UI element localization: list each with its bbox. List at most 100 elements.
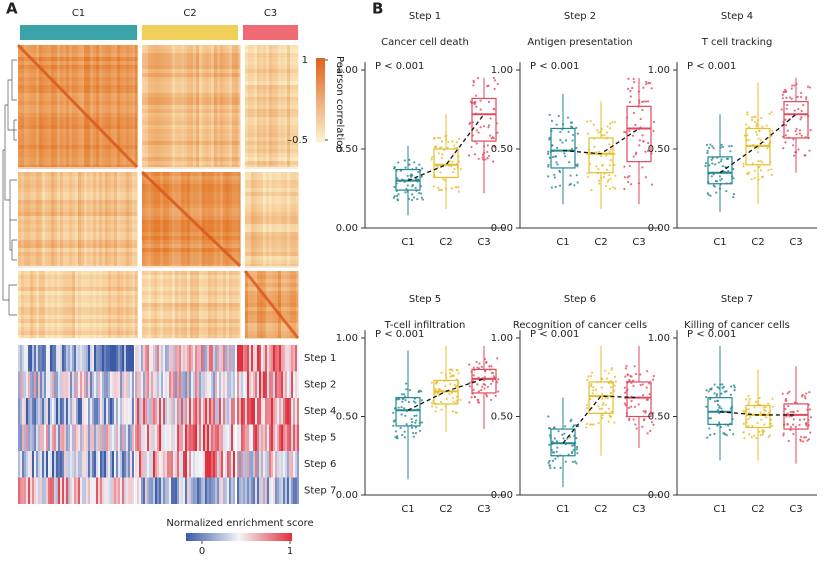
jitter-point bbox=[553, 426, 556, 429]
enrichment-stripe bbox=[128, 477, 130, 504]
enrichment-stripe bbox=[219, 477, 221, 504]
jitter-point bbox=[410, 193, 414, 196]
jitter-point bbox=[475, 142, 478, 145]
enrichment-stripe bbox=[185, 451, 187, 478]
heat-stripe bbox=[148, 172, 151, 266]
jitter-point bbox=[589, 384, 593, 387]
enrichment-stripe bbox=[46, 371, 48, 398]
heat-stripe bbox=[142, 57, 240, 61]
heat-stripe bbox=[18, 240, 137, 244]
box bbox=[745, 404, 771, 429]
heat-stripe bbox=[238, 271, 241, 338]
heat-stripe bbox=[229, 271, 232, 338]
jitter-point bbox=[571, 460, 574, 463]
jitter-point bbox=[714, 180, 718, 183]
enrichment-stripe bbox=[114, 424, 116, 451]
jitter-point bbox=[753, 176, 756, 180]
box bbox=[783, 403, 809, 430]
jitter-point bbox=[481, 385, 484, 388]
jitter-point bbox=[496, 82, 499, 85]
jitter-point bbox=[410, 417, 413, 421]
jitter-point bbox=[804, 436, 807, 439]
jitter-point bbox=[403, 436, 407, 439]
jitter-point bbox=[607, 420, 610, 423]
jitter-point bbox=[607, 178, 610, 182]
jitter-point bbox=[709, 433, 712, 436]
chart-title: Step 1 bbox=[409, 11, 441, 22]
enrichment-stripe bbox=[199, 398, 201, 425]
heat-stripe bbox=[39, 271, 42, 338]
heat-stripe bbox=[18, 157, 137, 161]
enrichment-stripe bbox=[24, 424, 26, 451]
enrichment-stripe bbox=[189, 451, 191, 478]
heat-stripe bbox=[196, 45, 199, 167]
jitter-point bbox=[567, 453, 570, 456]
jitter-point bbox=[551, 144, 554, 147]
heat-stripe bbox=[245, 224, 298, 228]
heat-stripe bbox=[169, 45, 172, 167]
enrichment-stripe bbox=[141, 477, 143, 504]
heat-stripe bbox=[175, 271, 178, 338]
enrichment-stripe bbox=[207, 398, 209, 425]
enrichment-stripe bbox=[62, 424, 64, 451]
enrichment-stripe bbox=[253, 451, 255, 478]
jitter-point bbox=[395, 436, 398, 439]
enrichment-stripe bbox=[293, 371, 295, 398]
enrichment-stripe bbox=[50, 424, 52, 451]
jitter-point bbox=[721, 145, 725, 149]
heat-stripe bbox=[18, 65, 137, 69]
jitter-point bbox=[709, 143, 712, 146]
enrichment-stripe bbox=[98, 477, 100, 504]
jitter-point bbox=[482, 158, 485, 161]
heat-stripe bbox=[245, 319, 298, 323]
enrichment-stripe bbox=[271, 424, 273, 451]
enrichment-stripe bbox=[185, 345, 187, 372]
jitter-point bbox=[732, 193, 736, 196]
jitter-point bbox=[588, 423, 592, 426]
enrichment-stripe bbox=[283, 477, 285, 504]
heat-stripe bbox=[99, 172, 102, 266]
jitter-point bbox=[574, 460, 577, 463]
jitter-point bbox=[743, 437, 746, 440]
jitter-point bbox=[792, 144, 795, 147]
enrichment-stripe bbox=[155, 345, 157, 372]
jitter-point bbox=[751, 116, 754, 119]
enrichment-stripe bbox=[175, 424, 177, 451]
chart-subtitle: T-cell infiltration bbox=[384, 320, 466, 331]
heat-stripe bbox=[202, 45, 205, 167]
jitter-point bbox=[558, 169, 561, 172]
jitter-point bbox=[400, 413, 403, 416]
jitter-point bbox=[757, 160, 760, 163]
heat-stripe bbox=[157, 271, 160, 338]
enrichment-stripe bbox=[239, 345, 241, 372]
heat-stripe bbox=[257, 172, 260, 266]
jitter-point bbox=[795, 83, 798, 86]
heat-stripe bbox=[142, 149, 240, 153]
enrichment-stripe bbox=[267, 424, 269, 451]
heat-stripe bbox=[75, 172, 78, 266]
y-tick-label: 0.50 bbox=[336, 144, 358, 155]
heat-stripe bbox=[257, 45, 260, 167]
enrichment-stripe bbox=[34, 371, 36, 398]
enrichment-stripe bbox=[112, 371, 114, 398]
enrichment-stripe bbox=[153, 371, 155, 398]
enrichment-stripe bbox=[108, 398, 110, 425]
jitter-point bbox=[707, 390, 710, 393]
heat-stripe bbox=[142, 45, 145, 167]
jitter-point bbox=[457, 185, 460, 189]
enrichment-stripe bbox=[30, 424, 32, 451]
enrichment-stripe bbox=[209, 451, 211, 478]
enrichment-stripe bbox=[122, 424, 124, 451]
enrichment-stripe bbox=[28, 477, 30, 504]
enrichment-stripe bbox=[20, 424, 22, 451]
jitter-point bbox=[790, 87, 793, 90]
jitter-point bbox=[489, 117, 492, 120]
enrichment-stripe bbox=[269, 345, 271, 372]
jitter-point bbox=[396, 177, 399, 180]
enrichment-stripe bbox=[157, 398, 159, 425]
jitter-point bbox=[630, 375, 633, 378]
jitter-point bbox=[711, 157, 714, 160]
heat-stripe bbox=[18, 224, 137, 228]
enrichment-stripe bbox=[267, 371, 269, 398]
